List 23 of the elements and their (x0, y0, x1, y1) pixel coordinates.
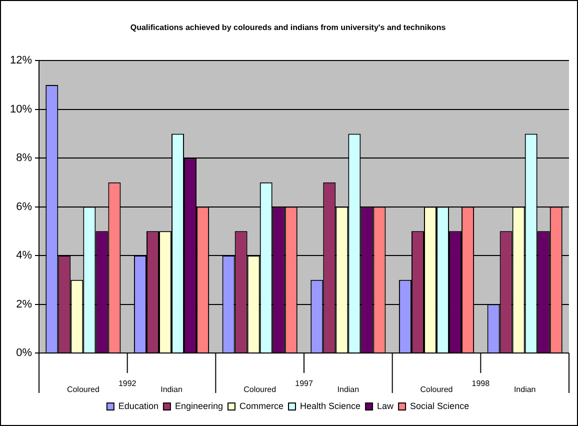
x-tick-label: Coloured (244, 385, 276, 394)
y-tick-label: 0% (16, 347, 32, 360)
chart-title: Qualifications achieved by coloureds and indians from university's and technikons (130, 23, 446, 32)
x-tick-label: Coloured (420, 385, 453, 394)
legend-label: Commerce (239, 400, 284, 411)
x-tick-label: Coloured (66, 385, 100, 394)
legend-label: Law (377, 400, 394, 411)
legend-label: Social Science (410, 400, 470, 411)
legend-label: Engineering (174, 400, 223, 411)
y-tick-label: 4% (16, 250, 32, 262)
x-tick-label: Indian (337, 385, 360, 394)
legend-label: Education (118, 400, 158, 411)
x-tick-label: Indian (160, 385, 182, 394)
legend-label: Health Science (300, 400, 361, 411)
y-tick-label: 10% (10, 103, 32, 116)
text: 1998 (472, 379, 490, 388)
y-tick-label: 2% (16, 298, 32, 310)
x-tick-label: Indian (514, 385, 536, 394)
text: 1997 (295, 379, 314, 388)
y-tick-label: 8% (16, 152, 32, 164)
y-tick-label: 12% (10, 54, 32, 67)
text: 1992 (118, 379, 137, 388)
y-tick-label: 6% (16, 200, 32, 213)
